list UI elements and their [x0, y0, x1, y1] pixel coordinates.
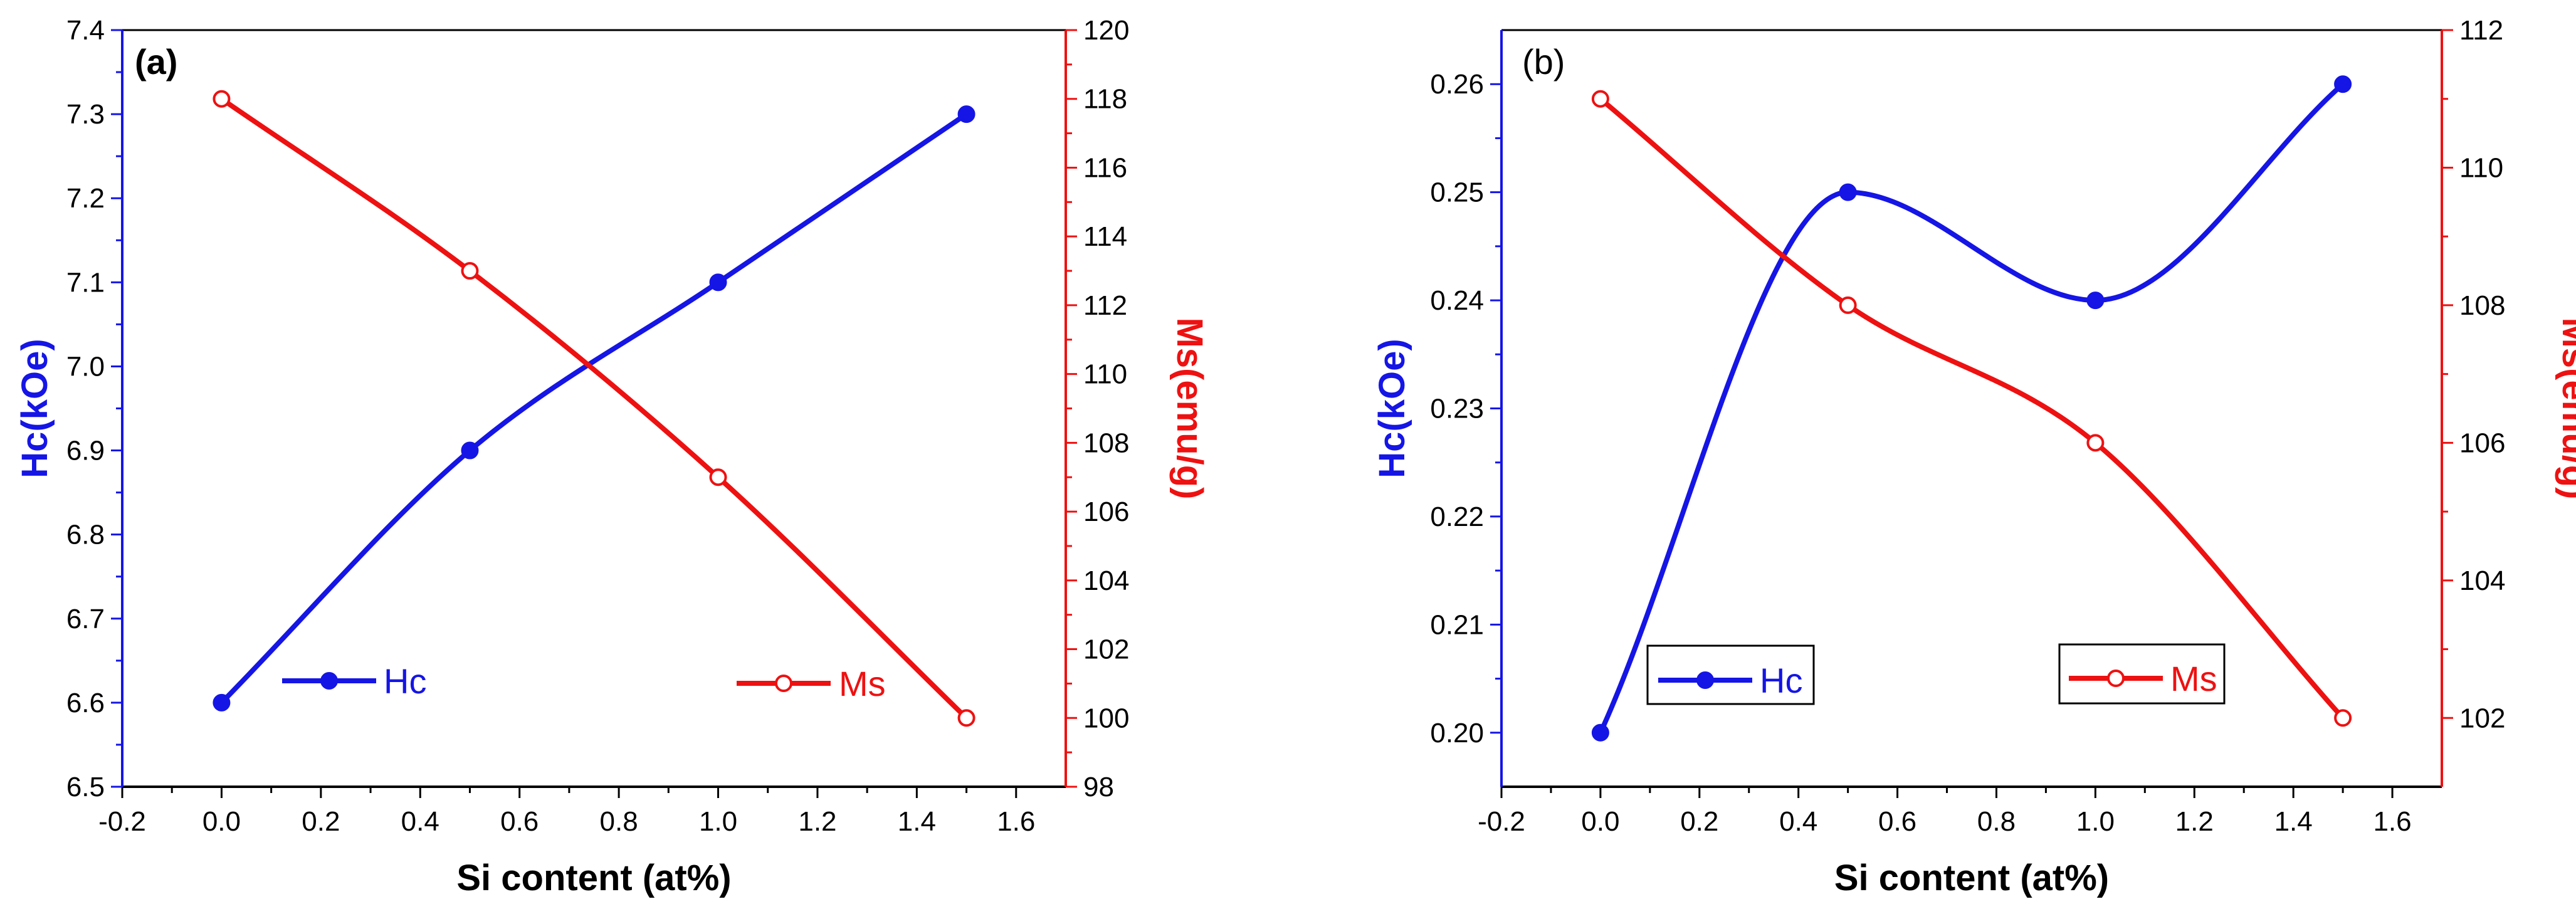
data-point-ms	[709, 468, 727, 486]
left-y-tick-label: 0.22	[1430, 502, 1484, 532]
data-point-hc	[461, 441, 479, 460]
left-y-axis-title: Hc(kOe)	[14, 339, 55, 478]
left-y-tick-label: 0.20	[1430, 718, 1484, 749]
data-point-ms	[1591, 90, 1609, 108]
left-y-axis-title: Hc(kOe)	[1372, 339, 1412, 478]
data-point-hc	[2086, 292, 2105, 310]
x-tick-label: 1.4	[898, 806, 936, 837]
x-tick-label: 0.6	[1878, 806, 1916, 837]
x-tick-label: 1.2	[798, 806, 836, 837]
series-line-hc	[1597, 81, 2346, 735]
left-y-tick-label: 6.9	[66, 436, 105, 466]
data-point-hc	[2334, 75, 2352, 93]
right-y-tick-label: 112	[2459, 15, 2503, 46]
right-y-tick-label: 106	[2459, 428, 2505, 458]
legend-box	[1646, 644, 1815, 705]
x-tick-label: -0.2	[1478, 806, 1525, 837]
legend-label-ms: Ms	[839, 664, 886, 703]
x-tick-label: 1.0	[699, 806, 737, 837]
right-y-tick-label: 100	[1083, 703, 1129, 733]
data-point-hc	[957, 105, 975, 123]
data-point-hc	[709, 273, 727, 292]
right-y-tick-label: 102	[2459, 703, 2505, 733]
x-tick-label: 1.4	[2274, 806, 2313, 837]
right-y-tick-label: 108	[1083, 428, 1129, 458]
left-y-tick-label: 0.21	[1430, 609, 1484, 640]
data-point-ms	[957, 709, 975, 727]
x-tick-label: 0.6	[500, 806, 539, 837]
x-tick-label: 0.2	[302, 806, 340, 837]
x-axis-title: Si content (at%)	[1834, 858, 2109, 898]
right-y-axis-title: Ms(emu/g)	[2555, 318, 2576, 500]
left-y-tick-label: 7.0	[66, 351, 105, 382]
legend-marker-hc	[320, 672, 338, 690]
right-y-tick-label: 98	[1083, 772, 1114, 802]
right-y-tick-label: 110	[1083, 359, 1127, 390]
right-y-tick-label: 118	[1083, 84, 1127, 115]
panel-b: -0.2 0.0 0.2 0.4 0.6 0.8 1.0 1.2 1.4 1.6 0.20 0.21 0…	[1372, 15, 2576, 898]
right-y-tick-label: 106	[1083, 497, 1129, 527]
series-line-hc	[219, 112, 969, 705]
left-y-tick-label: 7.3	[66, 99, 105, 130]
left-y-tick-label: 0.25	[1430, 177, 1484, 208]
panel-a: -0.2 0.0 0.2 0.4 0.6 0.8 1.0 1.2 1.4 1.6 6.5 6.6 6.7…	[14, 15, 1210, 898]
right-y-axis-title: Ms(emu/g)	[1169, 318, 1210, 500]
x-tick-label: 0.4	[1779, 806, 1817, 837]
x-tick-label: 0.0	[202, 806, 241, 837]
x-tick-label: 1.6	[2373, 806, 2411, 837]
x-tick-label: 1.2	[2175, 806, 2214, 837]
x-tick-label: 0.8	[600, 806, 638, 837]
x-tick-label: 0.4	[401, 806, 439, 837]
left-y-tick-label: 6.8	[66, 520, 105, 550]
right-y-tick-label: 110	[2459, 152, 2503, 183]
x-tick-label: 1.6	[997, 806, 1035, 837]
x-axis-title: Si content (at%)	[456, 858, 731, 898]
data-point-ms	[2086, 434, 2105, 452]
legend-label-hc: Hc	[1760, 661, 1802, 700]
data-point-ms	[2334, 709, 2352, 727]
left-y-tick-label: 7.1	[66, 267, 105, 298]
data-point-ms	[461, 262, 479, 280]
x-tick-label: 0.0	[1581, 806, 1619, 837]
left-y-tick-label: 7.2	[66, 183, 105, 214]
x-tick-label: -0.2	[98, 806, 146, 837]
legend-marker-ms	[775, 675, 792, 692]
left-y-tick-label: 6.7	[66, 604, 105, 634]
series-line-ms	[219, 96, 969, 721]
right-y-tick-label: 116	[1083, 152, 1127, 183]
panel-label: (a)	[135, 42, 177, 81]
data-point-hc	[213, 693, 231, 712]
left-y-tick-label: 0.23	[1430, 394, 1484, 424]
legend-marker-ms	[2107, 670, 2125, 687]
data-point-ms	[1839, 296, 1857, 314]
left-y-tick-label: 6.5	[66, 772, 105, 802]
right-y-tick-label: 112	[1083, 290, 1127, 321]
legend-label-ms: Ms	[2170, 659, 2217, 698]
right-y-tick-label: 120	[1083, 15, 1129, 46]
data-point-hc	[1839, 183, 1857, 201]
x-tick-label: 1.0	[2076, 806, 2115, 837]
right-y-tick-label: 114	[1083, 221, 1127, 252]
right-y-tick-label: 104	[1083, 565, 1129, 596]
data-point-ms	[213, 90, 231, 108]
x-tick-label: 0.8	[1977, 806, 2016, 837]
legend-label-hc: Hc	[384, 661, 426, 701]
right-y-tick-label: 104	[2459, 565, 2505, 596]
legend-box	[2058, 643, 2226, 705]
left-y-tick-label: 6.6	[66, 688, 105, 718]
left-y-tick-label: 7.4	[66, 15, 105, 46]
x-tick-label: 0.2	[1680, 806, 1718, 837]
series-line-ms	[1597, 96, 2346, 721]
right-y-tick-label: 108	[2459, 290, 2505, 321]
left-y-tick-label: 0.24	[1430, 285, 1484, 316]
legend-marker-hc	[1696, 671, 1714, 689]
left-y-tick-label: 0.26	[1430, 69, 1484, 100]
panel-label: (b)	[1522, 42, 1565, 81]
right-y-tick-label: 102	[1083, 634, 1129, 665]
data-point-hc	[1591, 723, 1609, 742]
